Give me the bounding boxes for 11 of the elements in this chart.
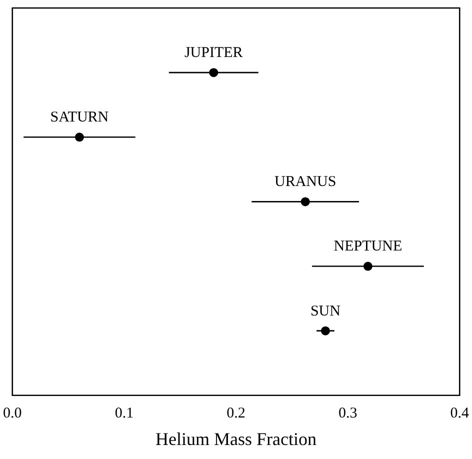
y-tick-label: SATURN [50,110,109,126]
x-tick-label: 0.0 [3,405,22,422]
y-tick-label: JUPITER [184,45,243,62]
x-tick-label: 0.1 [114,405,134,422]
y-tick-label: URANUS [274,174,336,190]
x-axis-title: Helium Mass Fraction [156,428,316,449]
x-tick-label: 0.2 [226,405,246,422]
y-tick-label: SUN [310,303,341,320]
x-tick-label: 0.4 [450,405,470,422]
y-tick-label: NEPTUNE [334,238,402,255]
x-tick-label: 0.3 [338,405,358,422]
